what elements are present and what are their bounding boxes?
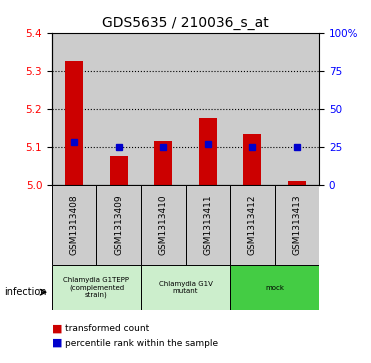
Bar <box>65 61 83 185</box>
Text: GSM1313411: GSM1313411 <box>203 195 212 256</box>
Text: Chlamydia G1V
mutant: Chlamydia G1V mutant <box>158 281 213 294</box>
Bar <box>110 156 128 185</box>
Text: Chlamydia G1TEPP
(complemented
strain): Chlamydia G1TEPP (complemented strain) <box>63 277 129 298</box>
Bar <box>230 185 275 265</box>
Bar <box>186 33 230 185</box>
Text: GSM1313409: GSM1313409 <box>114 195 123 256</box>
Bar <box>52 33 96 185</box>
Text: percentile rank within the sample: percentile rank within the sample <box>65 339 218 347</box>
Text: mock: mock <box>265 285 284 291</box>
Text: GSM1313413: GSM1313413 <box>292 195 301 256</box>
Bar <box>141 33 186 185</box>
Bar <box>243 134 261 185</box>
Text: GSM1313410: GSM1313410 <box>159 195 168 256</box>
Text: ■: ■ <box>52 338 62 348</box>
Text: ■: ■ <box>52 323 62 334</box>
Bar <box>230 265 319 310</box>
Bar <box>96 33 141 185</box>
Bar <box>141 265 230 310</box>
Title: GDS5635 / 210036_s_at: GDS5635 / 210036_s_at <box>102 16 269 30</box>
Bar <box>141 185 186 265</box>
Bar <box>275 185 319 265</box>
Bar <box>154 141 172 185</box>
Bar <box>288 182 306 185</box>
Text: infection: infection <box>4 287 46 297</box>
Bar <box>52 185 96 265</box>
Bar <box>275 33 319 185</box>
Text: transformed count: transformed count <box>65 324 149 333</box>
Bar <box>199 118 217 185</box>
Text: GSM1313408: GSM1313408 <box>70 195 79 256</box>
Bar <box>186 185 230 265</box>
Bar <box>96 185 141 265</box>
Bar <box>230 33 275 185</box>
Bar <box>52 265 141 310</box>
Text: GSM1313412: GSM1313412 <box>248 195 257 255</box>
